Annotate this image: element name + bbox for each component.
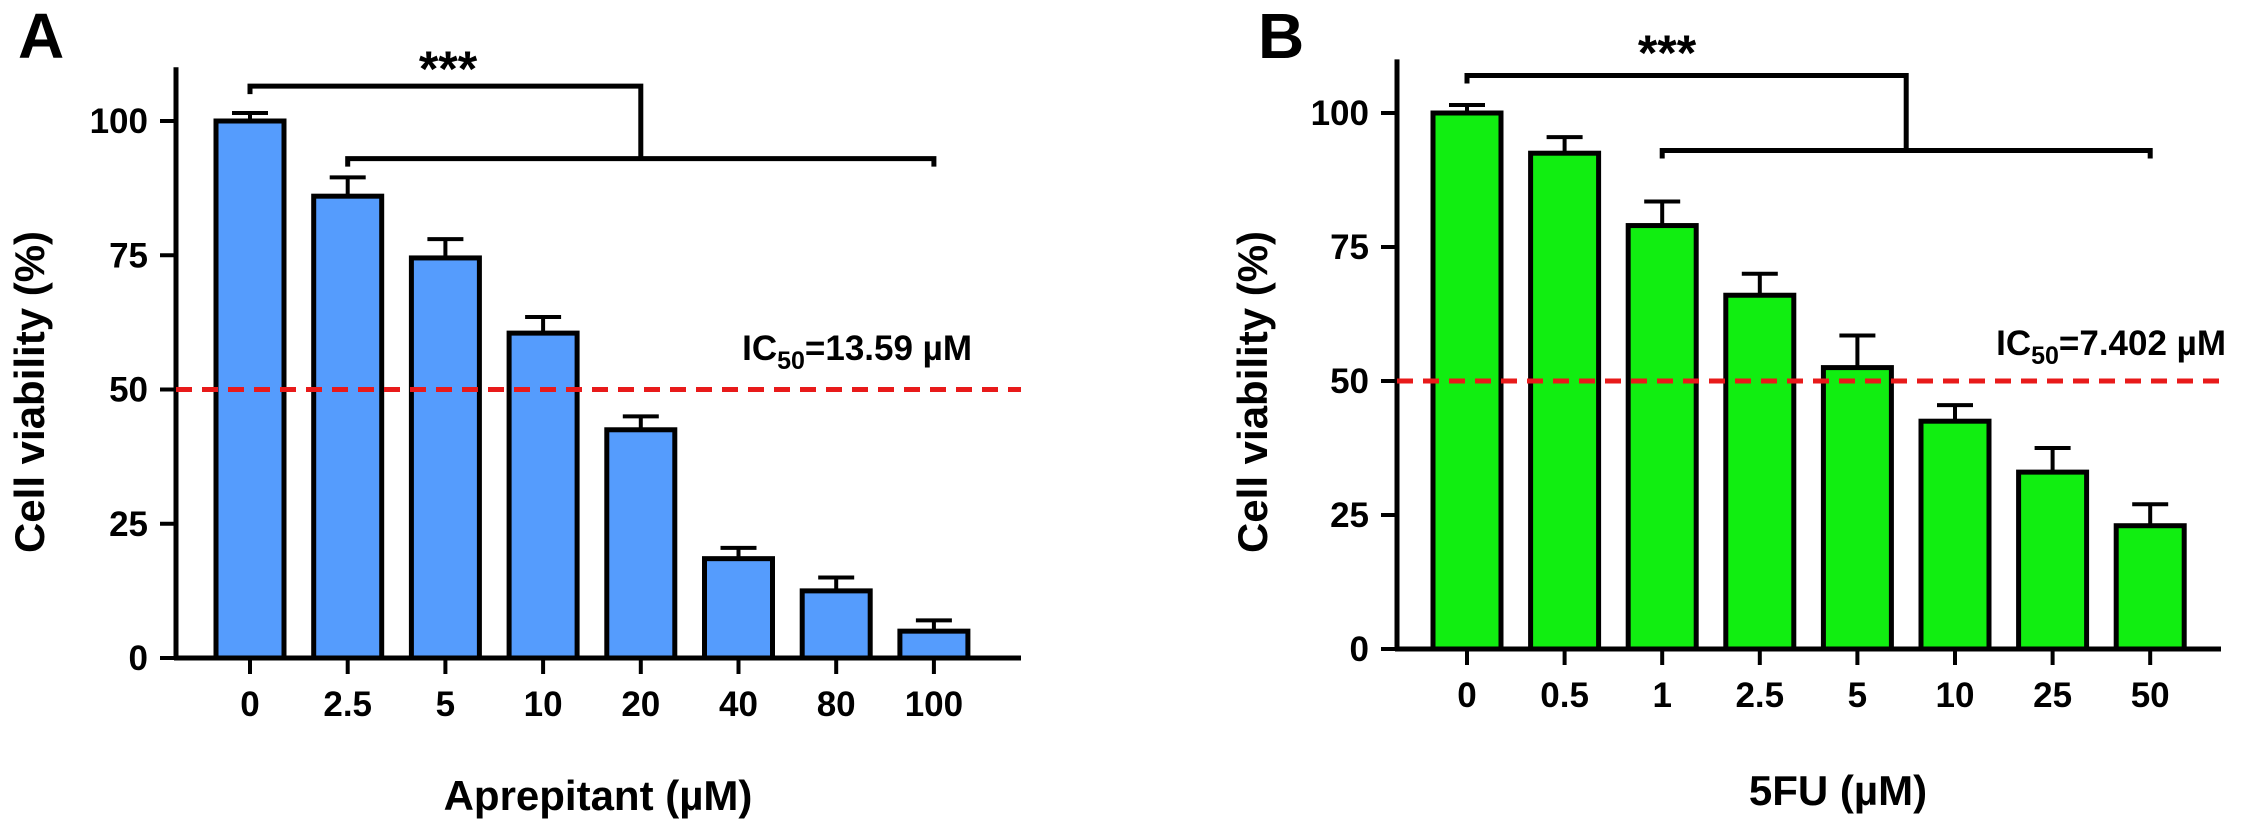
significance-bracket-top (1464, 72, 1909, 151)
x-tick-label: 25 (2033, 676, 2072, 715)
x-tick-label: 0 (240, 685, 259, 724)
y-tick-label: 100 (1311, 94, 1369, 133)
bar (1528, 150, 1602, 652)
x-tick-label: 50 (2131, 676, 2170, 715)
chart-panel-b: B Cell viability (%) 5FU (µM) *** IC50=7… (1229, 0, 2226, 814)
y-tick-label: 75 (109, 236, 148, 275)
x-tick-label: 80 (817, 685, 856, 724)
x-tick-label: 0 (1457, 676, 1476, 715)
y-tick-label: 0 (129, 639, 148, 678)
x-tick-label: 100 (905, 685, 963, 724)
bar (702, 556, 775, 661)
bar (1625, 223, 1699, 652)
x-tick-label: 10 (1936, 676, 1975, 715)
panel-label: A (18, 0, 64, 72)
bar (799, 588, 873, 661)
significance-stars: *** (419, 41, 478, 97)
ic50-prefix: IC (742, 329, 777, 368)
bar (2113, 523, 2187, 652)
x-tick-label: 10 (524, 685, 563, 724)
ic50-label: IC50=13.59 µM (742, 329, 972, 375)
x-tick-label: 5 (436, 685, 455, 724)
panel-label: B (1258, 0, 1304, 72)
y-tick-label: 50 (109, 371, 148, 410)
bar (1723, 292, 1797, 652)
significance-bracket-top (247, 83, 644, 159)
chart-panel-a: A Cell viability (%) Aprepitant (µM) ***… (6, 0, 1021, 819)
x-axis-title: Aprepitant (µM) (444, 772, 753, 819)
y-tick-label: 0 (1350, 630, 1369, 669)
bar (897, 628, 971, 661)
x-axis-title: 5FU (µM) (1749, 767, 1927, 814)
y-tick-label: 25 (1330, 496, 1369, 535)
ic50-value: =13.59 µM (805, 329, 972, 368)
y-tick-label: 100 (90, 102, 148, 141)
bar (213, 118, 287, 661)
bar (408, 255, 482, 661)
bar (604, 427, 678, 661)
bar (2016, 469, 2090, 652)
y-tick-label: 25 (109, 505, 148, 544)
ic50-value: =7.402 µM (2059, 324, 2226, 363)
y-tick-label: 75 (1330, 228, 1369, 267)
y-axis-title: Cell viability (%) (1229, 231, 1276, 553)
y-tick-label: 50 (1330, 362, 1369, 401)
bar (311, 193, 385, 661)
x-tick-label: 20 (621, 685, 660, 724)
x-tick-label: 0.5 (1540, 676, 1589, 715)
x-tick-label: 5 (1848, 676, 1867, 715)
ic50-subscript: 50 (2031, 342, 2059, 370)
ic50-prefix: IC (1996, 324, 2031, 363)
significance-bracket-span (345, 156, 937, 167)
bar (506, 330, 580, 661)
ic50-label: IC50=7.402 µM (1996, 324, 2226, 370)
x-tick-label: 2.5 (1735, 676, 1784, 715)
ic50-subscript: 50 (777, 347, 805, 375)
bar (1820, 365, 1894, 652)
x-tick-label: 1 (1652, 676, 1671, 715)
y-axis-title: Cell viability (%) (6, 231, 53, 553)
significance-stars: *** (1638, 25, 1697, 81)
x-tick-label: 2.5 (323, 685, 372, 724)
x-tick-label: 40 (719, 685, 758, 724)
significance-bracket-span (1659, 148, 2153, 159)
bar (1918, 418, 1992, 652)
